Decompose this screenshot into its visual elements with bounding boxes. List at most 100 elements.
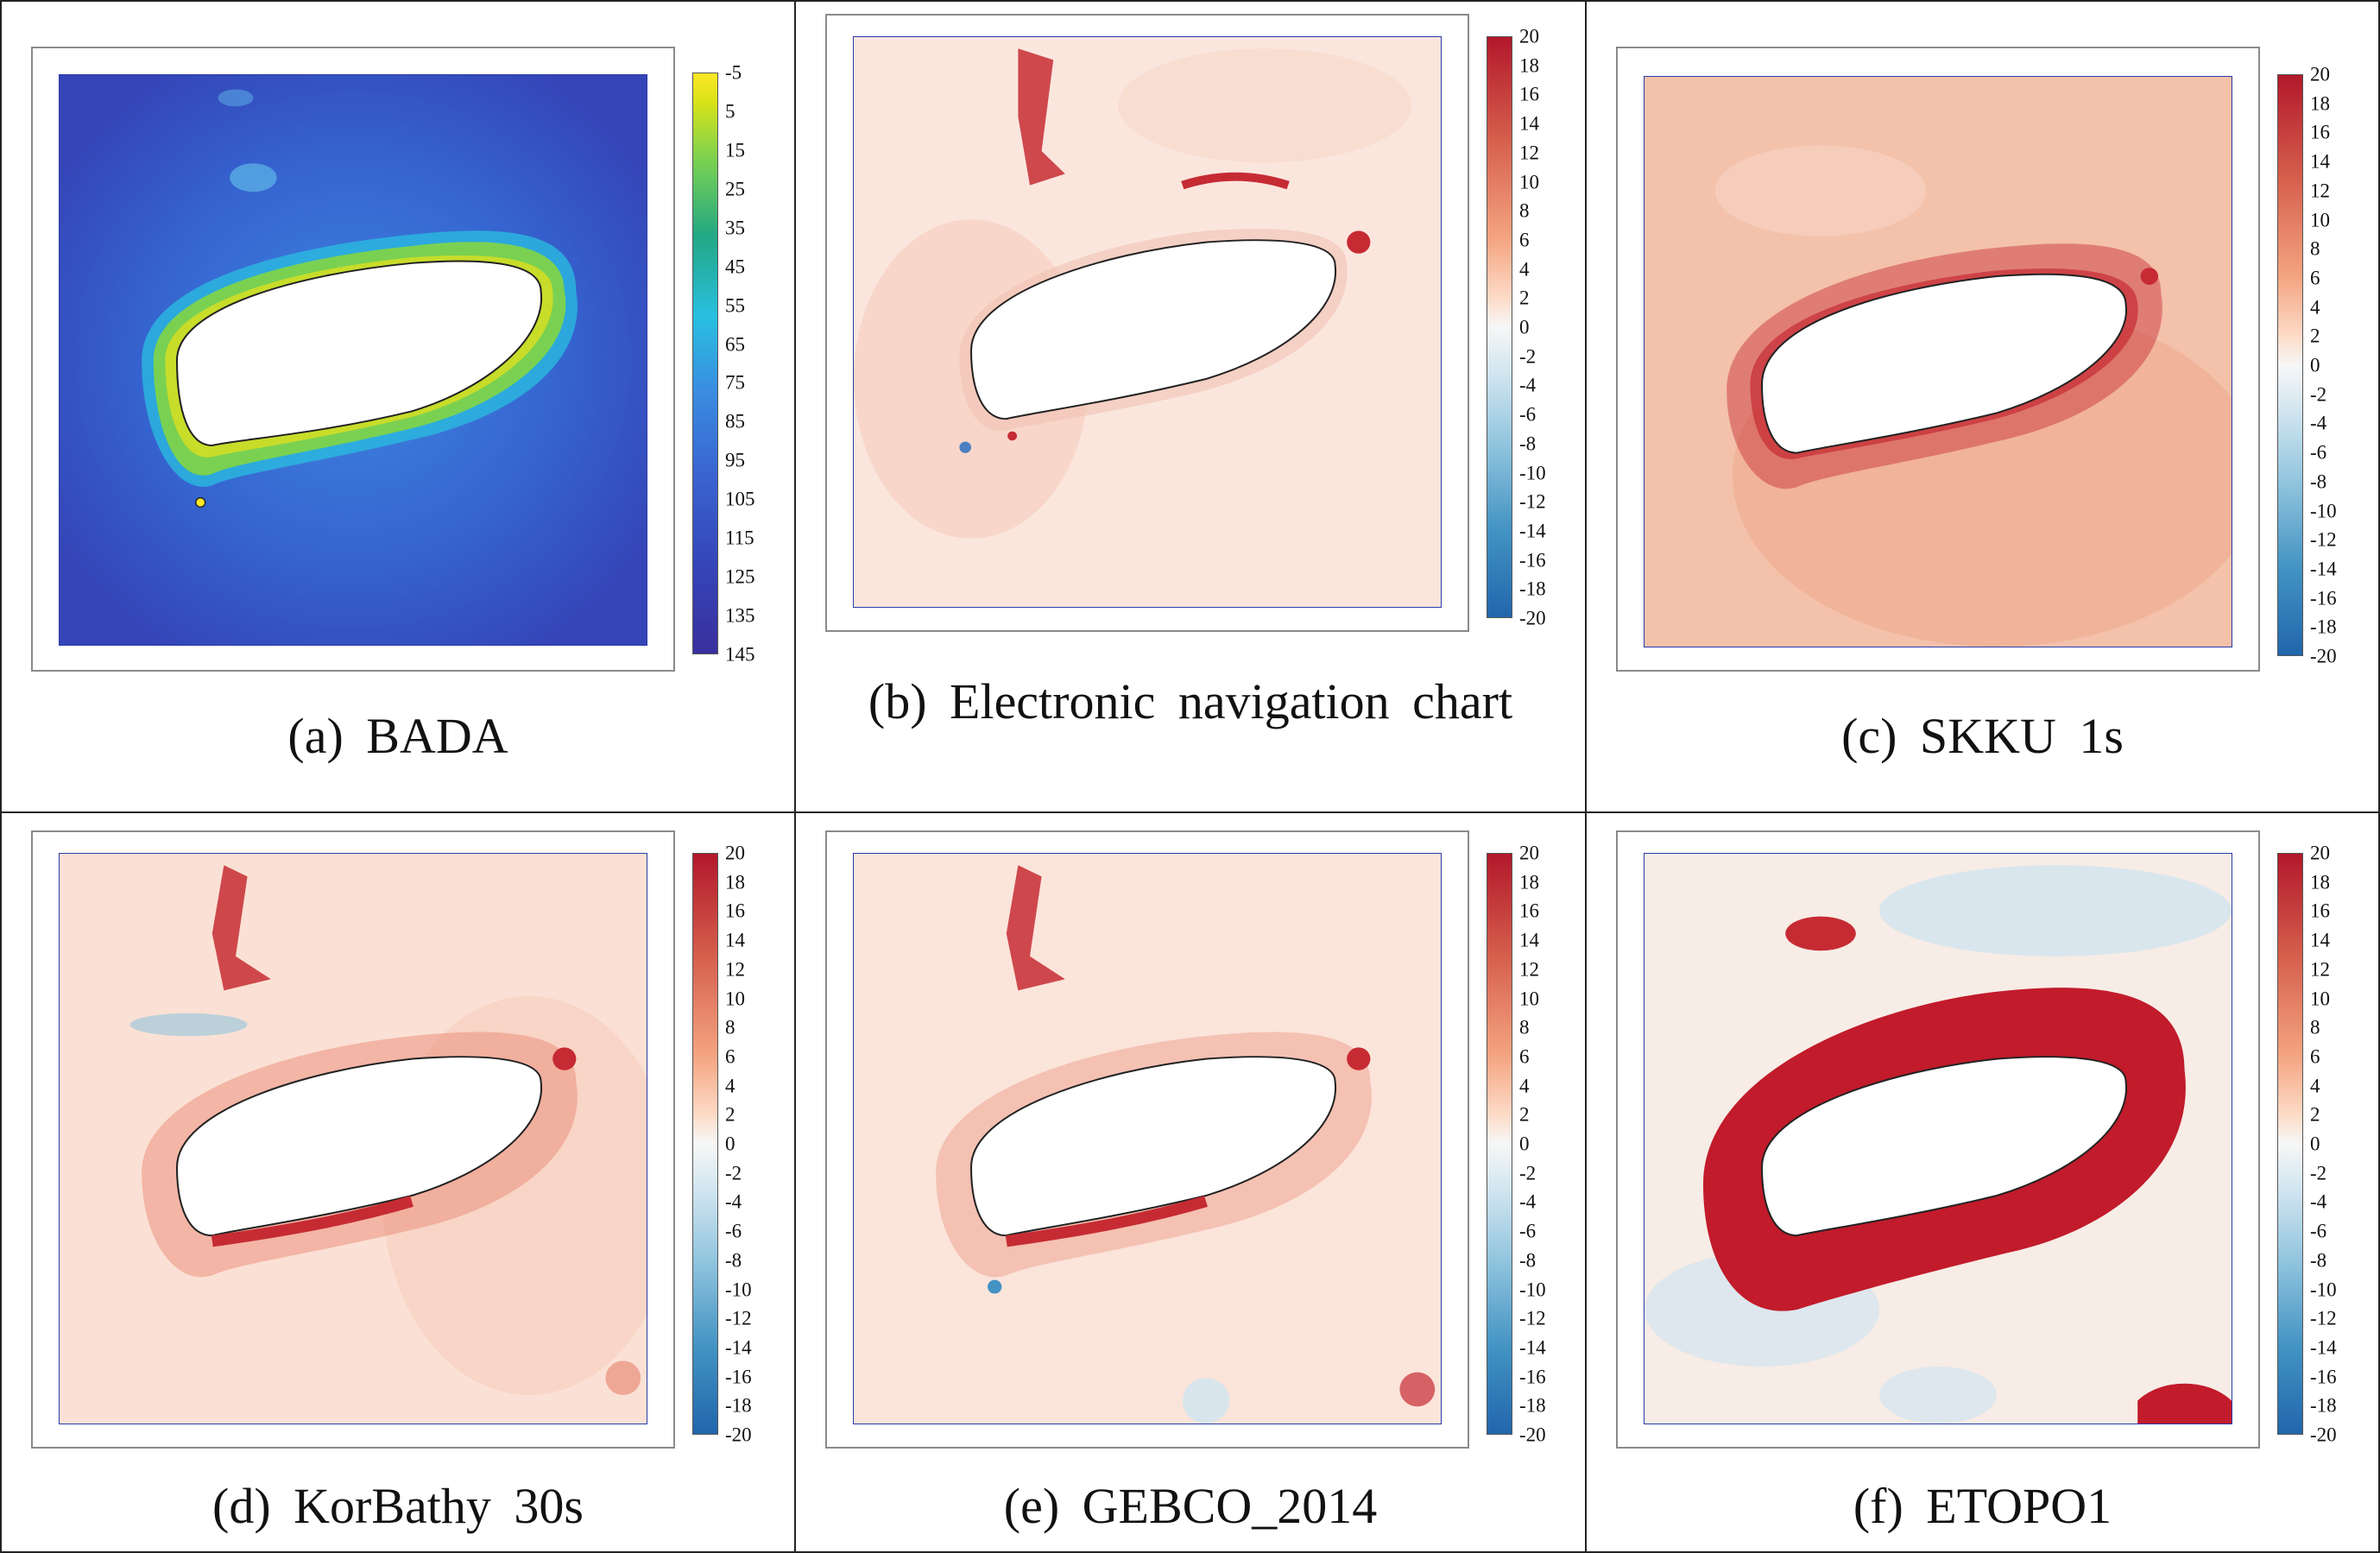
colorbar-tick-label: 4 [725,1075,735,1097]
colorbar-tick-label: -18 [2310,616,2337,638]
colorbar-tick-label: 8 [1519,199,1530,222]
panel-b-caption: (b) Electronic navigation chart [868,673,1513,729]
colorbar-tick-label: 20 [1519,842,1539,864]
colorbar-tick-label: -10 [725,1278,752,1300]
panel-b-colorbar [1487,36,1512,618]
colorbar-tick-label: 4 [1519,1075,1530,1097]
colorbar-tick-label: 0 [2310,354,2320,376]
colorbar-tick-label: -2 [1519,345,1537,368]
panel-b-ticks: 20 18 16 14 12 10 8 6 4 2 0 -2 -4 -6 -8 -10 -12 -14 -16 -18… [1519,27,1585,628]
colorbar-tick-label: -12 [1519,490,1546,513]
colorbar-tick-label: 20 [2310,842,2330,864]
colorbar-tick-label: 5 [725,100,735,123]
colorbar-tick-label: 2 [2310,325,2320,347]
colorbar-tick-label: -16 [2310,587,2337,609]
colorbar-tick-label: 18 [1519,54,1539,77]
colorbar-tick-label: 10 [1519,171,1539,193]
colorbar-tick-label: -12 [1519,1307,1546,1329]
panel-f: 20 18 16 14 12 10 8 6 4 2 0 -2 -4 -6 -8 -10 -12 -14 -16 -18… [1585,811,2380,1553]
colorbar-tick-label: 16 [1519,900,1539,922]
colorbar-tick-label: 16 [1519,83,1539,105]
colorbar-tick-label: -20 [1519,607,1546,629]
colorbar-tick-label: -8 [725,1249,742,1272]
colorbar-tick-label: -4 [1519,1190,1537,1213]
colorbar-tick-label: 15 [725,139,745,161]
colorbar-tick-label: 12 [2310,180,2330,202]
colorbar-tick-label: -20 [2310,645,2337,667]
colorbar-tick-label: -16 [725,1366,752,1388]
colorbar-tick-label: -18 [1519,1394,1546,1417]
colorbar-tick-label: -2 [725,1162,742,1184]
colorbar-tick-label: -6 [1519,403,1537,426]
panel-b: 20 18 16 14 12 10 8 6 4 2 0 -2 -4 -6 -8 -10 -12 -14 -16 -18… [794,0,1587,813]
colorbar-tick-label: 16 [2310,900,2330,922]
colorbar-tick-label: 14 [725,929,745,951]
colorbar-tick-label: -10 [2310,500,2337,521]
panel-a: -5 5 15 25 35 45 55 65 75 85 95 105 115 125 135 145 (a)… [0,0,796,813]
colorbar-tick-label: -14 [1519,520,1546,542]
colorbar-tick-label: 20 [1519,25,1539,47]
colorbar-tick-label: -5 [725,61,742,84]
colorbar-tick-label: -2 [2310,383,2327,406]
colorbar-tick-label: 0 [1519,316,1530,338]
colorbar-tick-label: 14 [1519,112,1539,135]
colorbar-tick-label: 115 [725,527,754,549]
colorbar-tick-label: 35 [725,217,745,239]
colorbar-tick-label: 20 [725,842,745,864]
colorbar-tick-label: -4 [2310,1190,2327,1213]
panel-d-colorbar [692,853,718,1435]
colorbar-tick-label: 4 [2310,296,2320,319]
colorbar-tick-label: -8 [2310,470,2327,493]
colorbar-tick-label: 135 [725,604,755,627]
colorbar-tick-label: 85 [725,410,745,432]
colorbar-tick-label: -14 [1519,1336,1546,1359]
colorbar-tick-label: 6 [725,1045,735,1068]
panel-e-map [853,853,1442,1424]
panel-a-caption: (a) BADA [287,708,508,764]
colorbar-tick-label: 6 [1519,229,1530,251]
colorbar-tick-label: 14 [2310,929,2330,951]
colorbar-tick-label: 10 [2310,209,2330,230]
colorbar-tick-label: 12 [1519,142,1539,164]
colorbar-tick-label: 8 [2310,1016,2320,1038]
colorbar-tick-label: 18 [2310,92,2330,115]
colorbar-tick-label: 2 [2310,1103,2320,1126]
colorbar-tick-label: -8 [2310,1249,2327,1272]
panel-e-colorbar [1487,853,1512,1435]
colorbar-tick-label: 0 [1519,1133,1530,1155]
panel-f-colorbar [2277,853,2303,1435]
colorbar-tick-label: 145 [725,643,755,666]
colorbar-tick-label: 16 [725,900,745,922]
panel-c-ticks: 20 18 16 14 12 10 8 6 4 2 0 -2 -4 -6 -8 -10 -12 -14 -16 -18… [2310,65,2378,666]
colorbar-tick-label: 12 [2310,958,2330,981]
colorbar-tick-label: -6 [2310,441,2327,464]
colorbar-tick-label: 4 [2310,1075,2320,1097]
colorbar-tick-label: 95 [725,449,745,471]
colorbar-tick-label: -10 [1519,462,1546,483]
colorbar-tick-label: -18 [1519,578,1546,600]
panel-c-caption: (c) SKKU 1s [1841,708,2124,764]
colorbar-tick-label: 55 [725,294,745,317]
colorbar-tick-label: 45 [725,256,745,278]
colorbar-tick-label: -14 [2310,558,2337,580]
colorbar-tick-label: 6 [1519,1045,1530,1068]
panel-c-map [1644,76,2232,647]
panel-b-map [853,36,1442,608]
colorbar-tick-label: 2 [725,1103,735,1126]
colorbar-tick-label: -4 [725,1190,742,1213]
colorbar-tick-label: -20 [1519,1424,1546,1446]
colorbar-tick-label: -6 [1519,1220,1537,1242]
colorbar-tick-label: 8 [2310,237,2320,260]
colorbar-tick-label: -12 [2310,528,2337,551]
colorbar-tick-label: -20 [2310,1424,2337,1446]
panel-c-colorbar [2277,74,2303,656]
colorbar-tick-label: 16 [2310,121,2330,143]
colorbar-tick-label: -16 [1519,1366,1546,1388]
colorbar-tick-label: 2 [1519,287,1530,309]
panel-e-caption: (e) GEBCO_2014 [1003,1478,1378,1534]
panel-a-map [59,74,647,646]
panel-d: 20 18 16 14 12 10 8 6 4 2 0 -2 -4 -6 -8 -10 -12 -14 -16 -18… [0,811,796,1553]
colorbar-tick-label: 75 [725,371,745,394]
panel-e-ticks: 20 18 16 14 12 10 8 6 4 2 0 -2 -4 -6 -8 -10 -12 -14 -16 -18… [1519,843,1585,1445]
panel-a-colorbar [692,73,718,654]
